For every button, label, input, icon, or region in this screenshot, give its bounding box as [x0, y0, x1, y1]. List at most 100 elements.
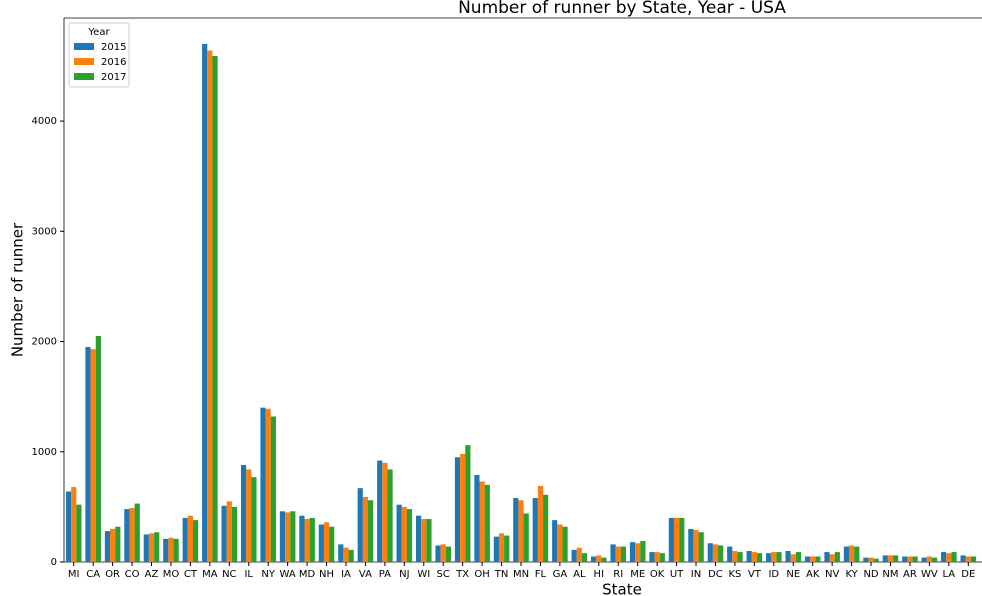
x-axis-label: State [602, 581, 642, 596]
x-tick-label: OK [650, 569, 665, 580]
bar [163, 538, 169, 562]
bar [698, 532, 704, 562]
x-tick-label: CA [86, 569, 100, 580]
bar [104, 531, 111, 562]
bar [387, 469, 393, 562]
legend-label: 2015 [101, 42, 126, 53]
x-tick-label: WV [921, 569, 938, 580]
bar [829, 554, 835, 562]
bar [766, 553, 772, 562]
bar [518, 500, 524, 562]
bar [85, 347, 91, 562]
bar [240, 464, 247, 562]
bar [279, 511, 286, 562]
bar [737, 552, 743, 562]
x-tick-label: LA [943, 569, 956, 580]
bar [746, 550, 752, 562]
bar [970, 556, 977, 562]
x-tick-label: AZ [145, 569, 159, 580]
bar [415, 515, 422, 562]
bar [90, 349, 96, 562]
bar [290, 511, 296, 562]
x-tick-label: VT [748, 569, 762, 580]
bar [576, 547, 582, 562]
bar [304, 519, 310, 562]
bar [902, 556, 908, 562]
bar [824, 552, 830, 562]
bar [863, 557, 869, 562]
legend-title: Year [87, 27, 110, 38]
bar [474, 474, 480, 562]
bar [504, 535, 510, 562]
x-tick-label: MO [163, 569, 180, 580]
bar [620, 546, 627, 562]
bar [260, 407, 266, 562]
bar [596, 555, 602, 562]
x-tick-label: ME [630, 569, 645, 580]
bar [543, 494, 549, 562]
bar [368, 500, 374, 562]
bar [338, 544, 344, 562]
bar [270, 416, 276, 562]
bar [445, 546, 451, 562]
bar [207, 50, 213, 563]
bar [873, 558, 879, 562]
x-tick-label: IN [691, 569, 701, 580]
bar [581, 553, 588, 562]
bar [629, 542, 636, 562]
bar [751, 552, 757, 562]
bar [893, 555, 899, 562]
bar [154, 532, 160, 562]
bar [571, 549, 577, 562]
y-tick-label: 0 [51, 557, 57, 568]
bar [615, 546, 621, 562]
bar [421, 519, 427, 562]
bar [843, 546, 850, 562]
bar [732, 550, 738, 562]
bar [679, 517, 685, 562]
bar [785, 550, 791, 562]
legend-label: 2017 [101, 72, 126, 83]
bar [921, 557, 927, 562]
bar [693, 530, 699, 562]
bar [357, 488, 363, 562]
x-tick-label: TX [455, 569, 469, 580]
bar [668, 517, 674, 562]
bar [426, 519, 432, 562]
bar [95, 336, 101, 562]
bar [756, 553, 763, 562]
bar [212, 56, 218, 562]
x-tick-label: NJ [399, 569, 409, 580]
x-tick-label: OH [474, 569, 489, 580]
bar [396, 504, 402, 562]
bar [523, 513, 529, 562]
bar [926, 556, 932, 562]
bar [727, 546, 733, 562]
bar [557, 524, 563, 562]
legend-swatch [74, 73, 94, 80]
bar [406, 509, 413, 562]
x-tick-label: RI [613, 569, 623, 580]
y-tick-label: 1000 [32, 447, 57, 458]
bar [309, 517, 315, 562]
bar [182, 517, 188, 562]
bar [810, 556, 816, 562]
bar [712, 544, 719, 562]
y-tick-label: 4000 [32, 116, 57, 127]
bar [435, 545, 441, 562]
bar [251, 477, 257, 562]
bar [849, 545, 855, 562]
y-tick-label: 2000 [32, 337, 57, 348]
x-tick-label: OR [105, 569, 120, 580]
chart-title: Number of runner by State, Year - USA [458, 0, 786, 18]
x-tick-label: NH [319, 569, 334, 580]
bar [362, 496, 369, 562]
bar [562, 526, 568, 562]
x-tick-label: IA [341, 569, 351, 580]
bar [907, 556, 913, 562]
bar [941, 552, 947, 562]
bar [804, 556, 811, 562]
bar [465, 445, 471, 562]
x-tick-label: TN [494, 569, 509, 580]
